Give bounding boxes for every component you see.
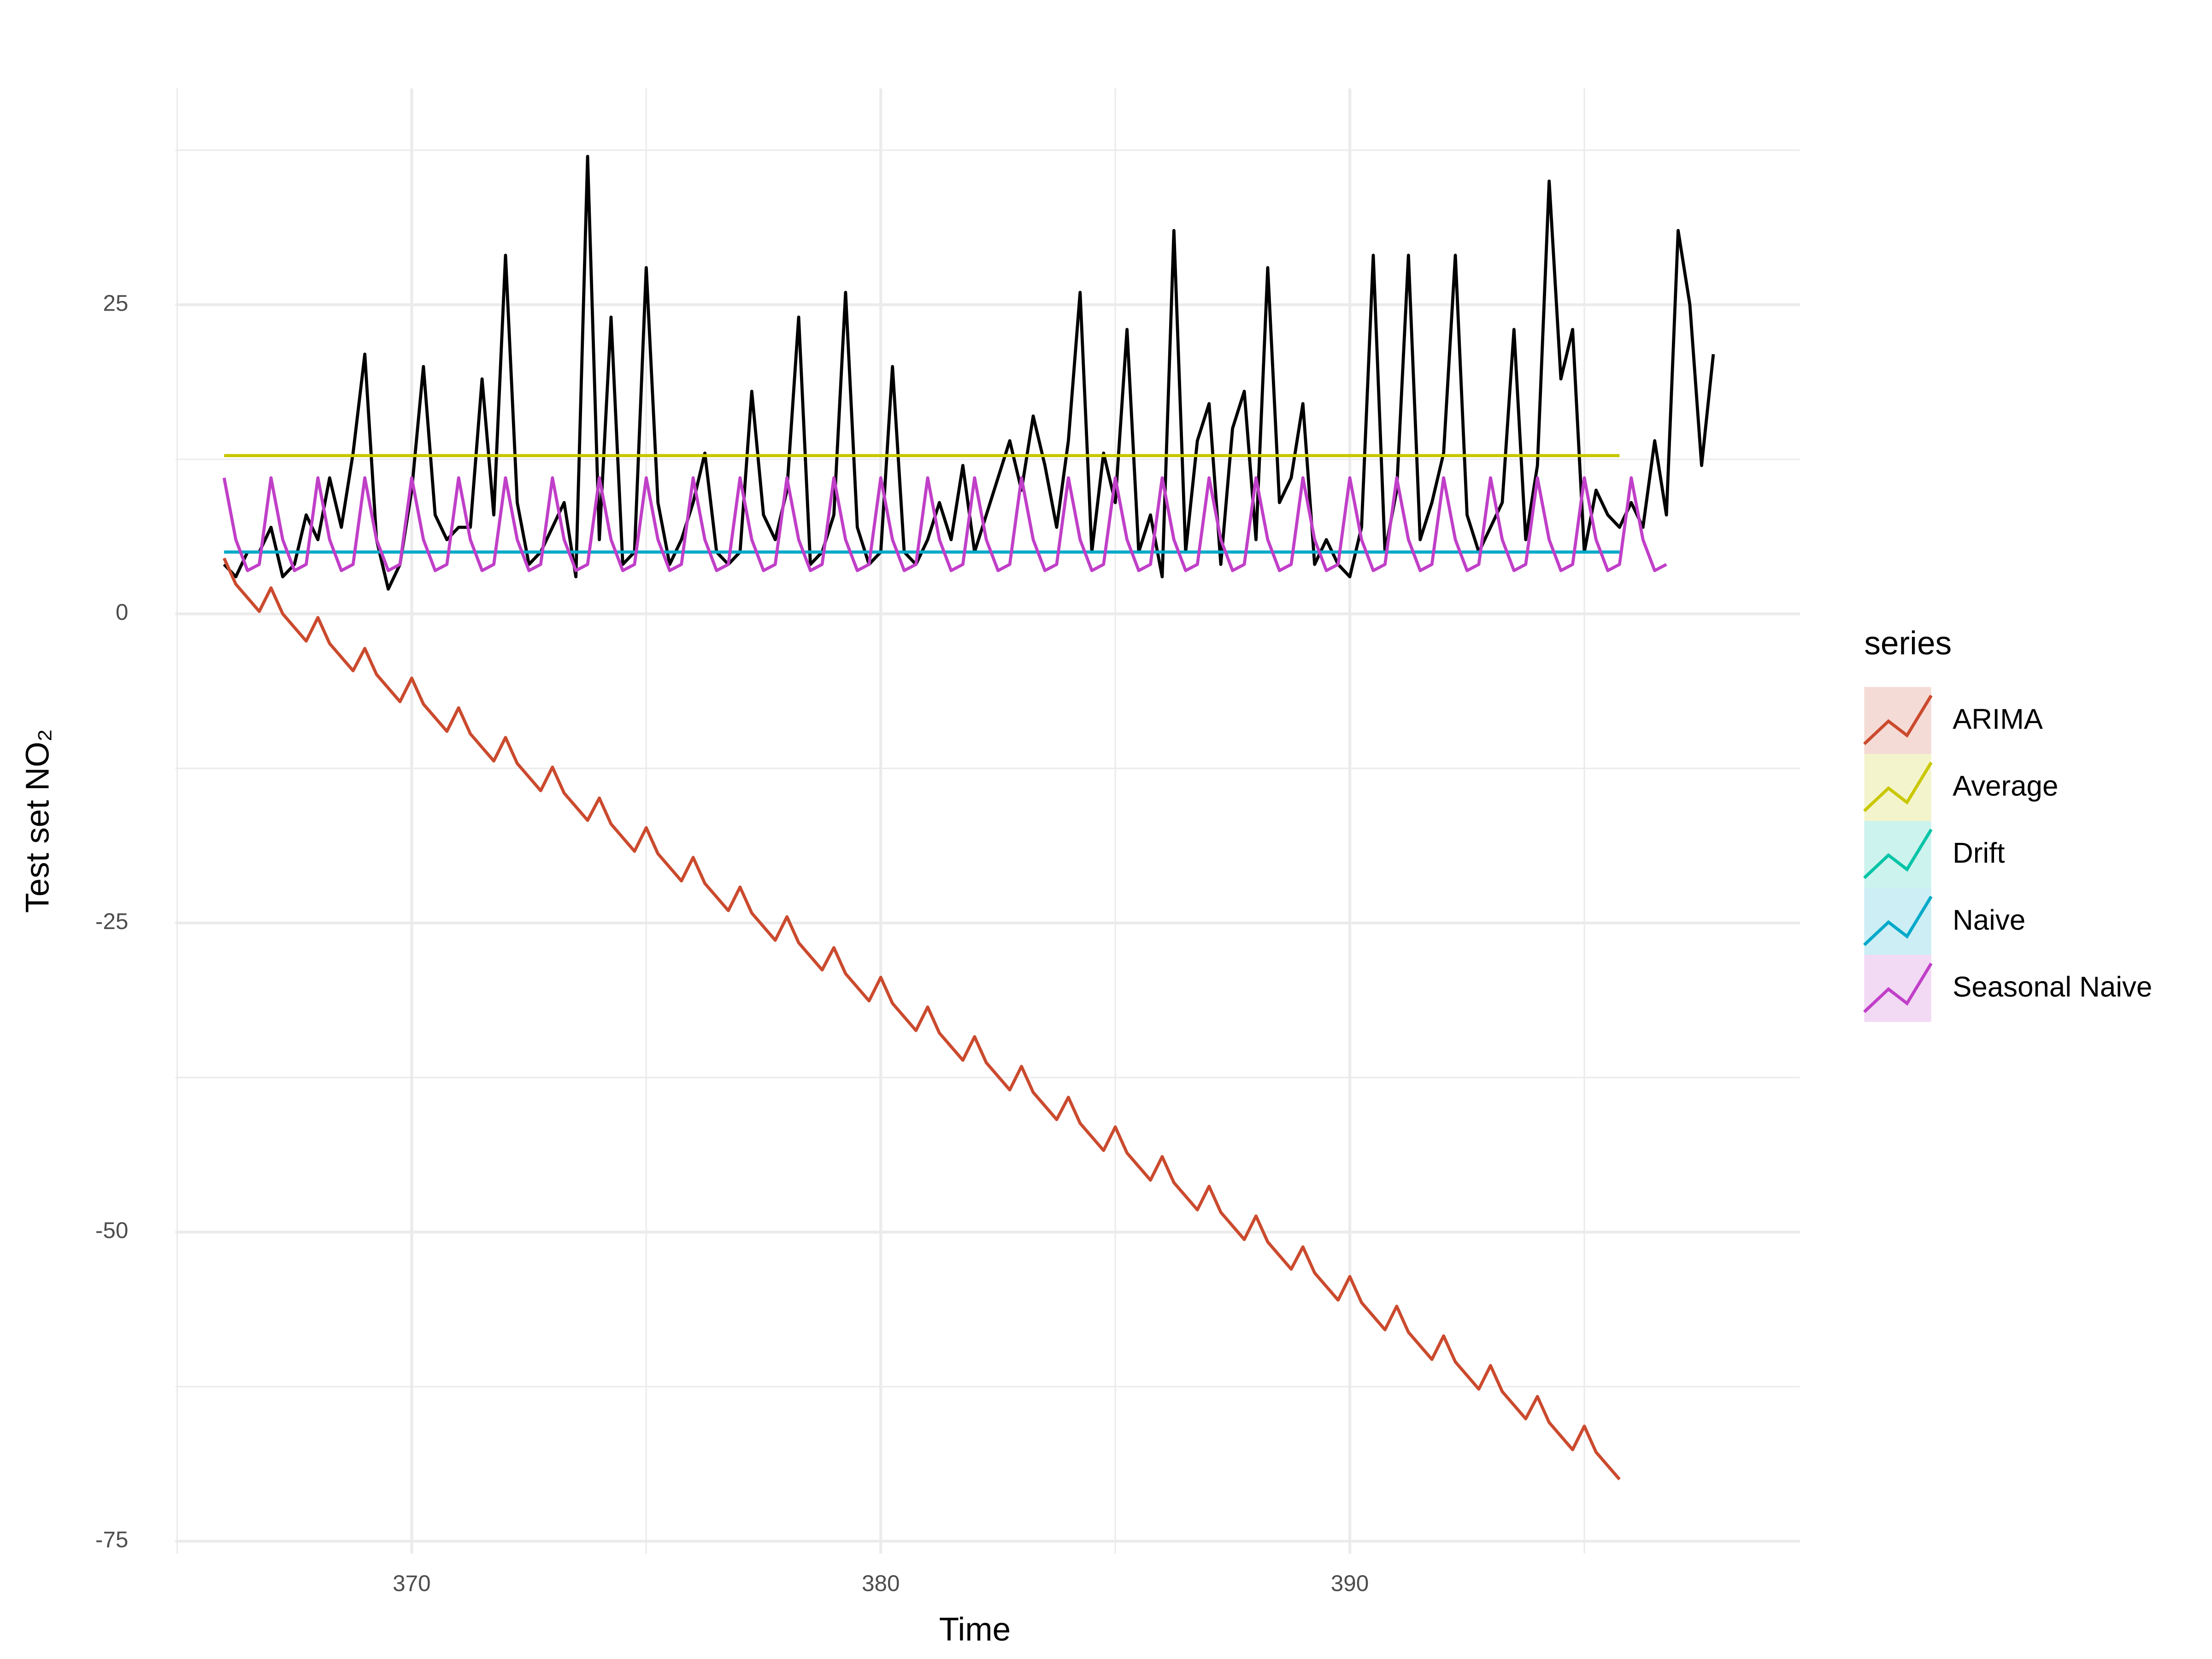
legend-label: Seasonal Naive (1953, 971, 2152, 1003)
y-tick-label: 25 (103, 290, 128, 316)
y-tick-label: 0 (116, 600, 129, 625)
x-axis-title: Time (939, 1612, 1011, 1648)
series-line (222, 476, 1667, 572)
legend-key (1863, 761, 1933, 812)
x-tick-label: 370 (393, 1571, 431, 1596)
legend-key-bg (1864, 888, 1931, 955)
legend-key-bg (1864, 955, 1931, 1022)
series-line (223, 154, 1715, 591)
y-tick-label: -75 (95, 1527, 128, 1552)
legend-key (1863, 829, 1933, 879)
legend-key (1863, 895, 1933, 946)
legend-label: Average (1953, 771, 2058, 802)
legend-key-bg (1864, 754, 1931, 821)
y-tick-label: -25 (95, 909, 128, 934)
legend-key (1863, 694, 1933, 745)
y-tick-label: -50 (95, 1218, 128, 1243)
grid: -75 -50 -25 0 25 370 380 390 (95, 88, 1800, 1596)
legend-label: ARIMA (1953, 703, 2043, 735)
series-line (223, 557, 1621, 1481)
x-tick-label: 390 (1331, 1571, 1369, 1596)
legend-key (1863, 962, 1933, 1013)
x-tick-label: 380 (862, 1571, 900, 1596)
y-axis-title: Test set NO₂ (19, 729, 56, 913)
legend-key-bg (1864, 687, 1931, 754)
legend-title: series (1864, 625, 1952, 662)
legend-label: Drift (1953, 837, 2005, 869)
legend-label: Naive (1953, 904, 2025, 936)
legend-key-bg (1864, 821, 1931, 888)
